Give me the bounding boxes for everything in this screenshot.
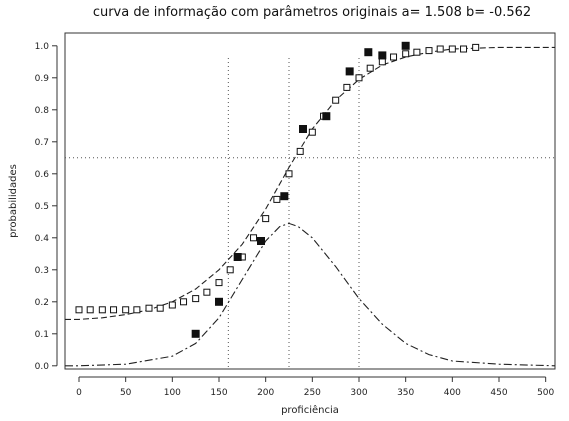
- expected-point: [308, 128, 316, 136]
- x-tick-label: 300: [350, 388, 367, 398]
- expected-point: [215, 279, 223, 287]
- expected-point: [226, 266, 234, 274]
- observed-point: [322, 112, 331, 121]
- expected-point: [472, 43, 480, 51]
- expected-point: [285, 170, 293, 178]
- y-tick-label: 0.3: [35, 266, 49, 276]
- expected-point: [75, 306, 83, 314]
- observed-point: [401, 41, 410, 50]
- observed-point: [191, 329, 200, 338]
- expected-point: [296, 147, 304, 155]
- x-tick-label: 100: [164, 388, 181, 398]
- expected-point: [343, 83, 351, 91]
- expected-point: [436, 45, 444, 53]
- chart-title: curva de informação com parâmetros origi…: [93, 5, 531, 20]
- expected-point: [460, 45, 468, 53]
- expected-point: [145, 304, 153, 312]
- expected-point: [98, 306, 106, 314]
- expected-point: [192, 295, 200, 303]
- data-markers: [75, 41, 480, 338]
- y-tick-label: 1.0: [35, 42, 50, 52]
- expected-point: [180, 298, 188, 306]
- expected-point: [86, 306, 94, 314]
- y-tick-label: 0.9: [35, 74, 50, 84]
- expected-point: [122, 306, 130, 314]
- x-tick-label: 500: [537, 388, 554, 398]
- observed-point: [378, 51, 387, 60]
- reference-lines: [65, 58, 555, 369]
- observed-point: [215, 297, 223, 306]
- y-tick-label: 0.1: [35, 330, 49, 340]
- expected-point: [110, 306, 118, 314]
- plot-frame: [64, 32, 556, 370]
- expected-point: [168, 301, 176, 309]
- x-tick-label: 450: [490, 388, 507, 398]
- y-axis: 0.0 0.1 0.2 0.3 0.4 0.5 0.6 0.7 0.8 0.9 1.0: [35, 42, 58, 372]
- expected-point: [262, 215, 270, 223]
- x-tick-label: 150: [210, 388, 227, 398]
- observed-point: [299, 125, 307, 133]
- expected-point: [133, 306, 141, 314]
- curves: [65, 46, 556, 367]
- observed-point: [345, 67, 354, 76]
- expected-point: [448, 45, 456, 53]
- y-tick-label: 0.0: [35, 362, 50, 372]
- observed-point: [233, 253, 242, 261]
- expected-point: [273, 195, 281, 203]
- x-tick-label: 250: [304, 388, 321, 398]
- expected-point: [413, 48, 421, 56]
- y-axis-label: probabilidades: [8, 164, 19, 238]
- x-axis-label: proficiência: [281, 404, 339, 416]
- y-tick-label: 0.5: [35, 202, 49, 212]
- expected-point: [390, 53, 398, 61]
- x-tick-label: 400: [444, 388, 461, 398]
- observed-point: [280, 192, 289, 201]
- expected-point: [378, 58, 386, 66]
- observed-point: [257, 237, 265, 245]
- y-tick-label: 0.8: [35, 106, 50, 116]
- probability-curve: [65, 46, 555, 320]
- x-tick-label: 350: [397, 388, 414, 398]
- expected-point: [366, 64, 374, 72]
- x-tick-label: 200: [257, 388, 274, 398]
- expected-point: [250, 234, 258, 242]
- expected-point: [332, 96, 340, 104]
- expected-point: [156, 304, 164, 312]
- information-curve: [65, 222, 556, 367]
- expected-point: [355, 74, 363, 82]
- x-axis: 0 50 100 150 200 250 300 350 400 450 500: [76, 376, 555, 398]
- x-tick-label: 0: [76, 388, 82, 398]
- x-tick-label: 50: [120, 388, 132, 398]
- y-tick-label: 0.4: [35, 234, 50, 244]
- y-tick-label: 0.7: [35, 138, 49, 148]
- y-tick-label: 0.6: [35, 170, 50, 180]
- observed-point: [364, 48, 373, 57]
- expected-point: [203, 288, 211, 296]
- expected-point: [425, 47, 433, 55]
- y-tick-label: 0.2: [35, 298, 49, 308]
- expected-point: [402, 50, 410, 58]
